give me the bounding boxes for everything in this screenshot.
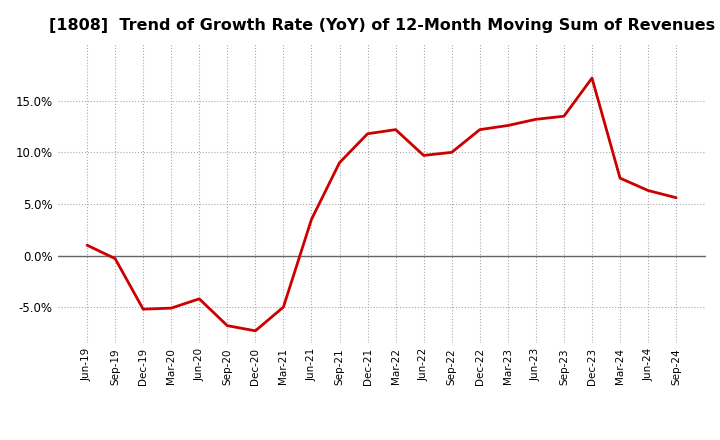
Title: [1808]  Trend of Growth Rate (YoY) of 12-Month Moving Sum of Revenues: [1808] Trend of Growth Rate (YoY) of 12-… — [48, 18, 715, 33]
